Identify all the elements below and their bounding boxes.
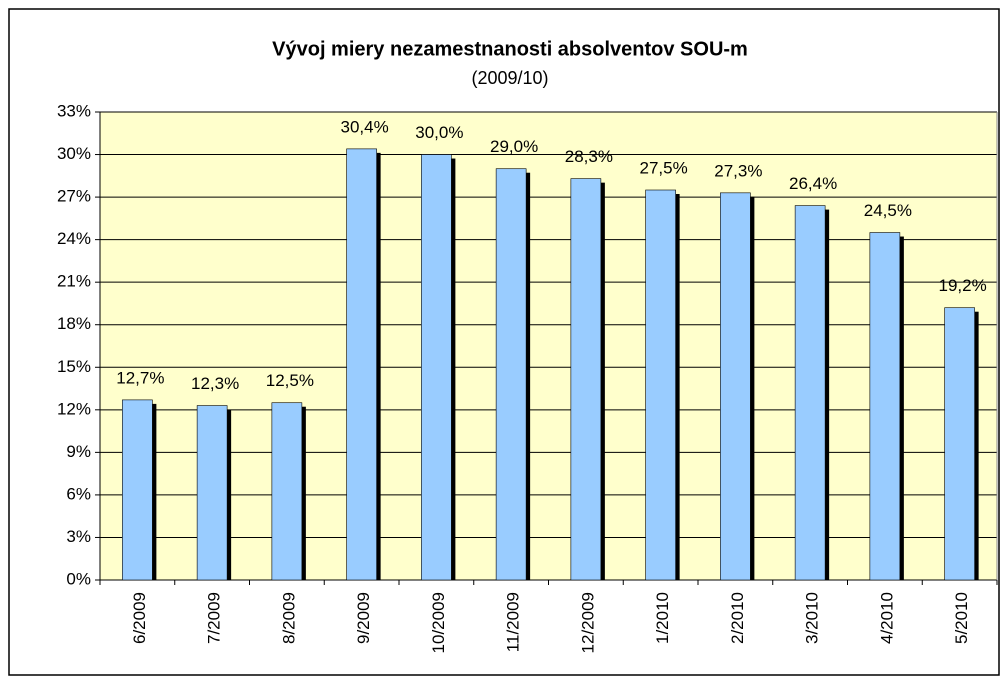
value-label: 27,3% — [714, 161, 762, 180]
plot-area — [100, 112, 997, 580]
value-label: 12,3% — [191, 374, 239, 393]
x-tick-label: 4/2010 — [877, 592, 896, 644]
x-tick-label: 3/2010 — [803, 592, 822, 644]
value-label: 19,2% — [939, 276, 987, 295]
bar — [944, 307, 975, 581]
chart-title: Vývoj miery nezamestnanosti absolventov … — [272, 38, 748, 60]
y-tick-label: 18% — [57, 314, 91, 333]
bar — [794, 205, 826, 581]
bar — [570, 178, 602, 581]
bar — [421, 154, 452, 581]
value-label: 28,3% — [565, 147, 613, 166]
value-label: 26,4% — [789, 174, 837, 193]
x-tick-label: 6/2009 — [130, 592, 149, 644]
bar — [346, 148, 377, 581]
value-label: 27,5% — [640, 158, 688, 177]
y-tick-label: 9% — [66, 442, 91, 461]
bar — [645, 189, 676, 581]
value-label: 12,5% — [266, 371, 314, 390]
value-label: 30,4% — [341, 117, 389, 136]
y-tick-label: 30% — [57, 144, 91, 163]
value-label: 30,0% — [415, 123, 463, 142]
y-tick-label: 21% — [57, 272, 91, 291]
x-tick-label: 12/2009 — [578, 592, 597, 653]
x-tick-label: 9/2009 — [354, 592, 373, 644]
y-tick-label: 27% — [57, 187, 91, 206]
y-tick-label: 12% — [57, 399, 91, 418]
y-tick-label: 24% — [57, 229, 91, 248]
y-tick-label: 33% — [57, 101, 91, 120]
y-tick-label: 3% — [66, 527, 91, 546]
x-tick-label: 8/2009 — [279, 592, 298, 644]
value-label: 24,5% — [864, 201, 912, 220]
x-tick-label: 11/2009 — [504, 592, 523, 652]
bar — [122, 399, 153, 581]
y-tick-label: 15% — [57, 357, 91, 376]
x-tick-label: 5/2010 — [952, 592, 971, 644]
chart-subtitle: (2009/10) — [471, 68, 548, 88]
bar — [869, 232, 901, 581]
bar — [196, 405, 228, 581]
value-label: 12,7% — [116, 368, 164, 387]
y-tick-label: 0% — [66, 569, 91, 588]
x-tick-label: 10/2009 — [429, 592, 448, 653]
x-tick-label: 7/2009 — [205, 592, 224, 644]
y-tick-label: 6% — [66, 484, 91, 503]
bar — [495, 168, 527, 581]
x-tick-label: 1/2010 — [653, 592, 672, 644]
value-label: 29,0% — [490, 137, 538, 156]
bar — [271, 402, 303, 581]
bar — [720, 192, 751, 581]
x-tick-label: 2/2010 — [728, 592, 747, 644]
